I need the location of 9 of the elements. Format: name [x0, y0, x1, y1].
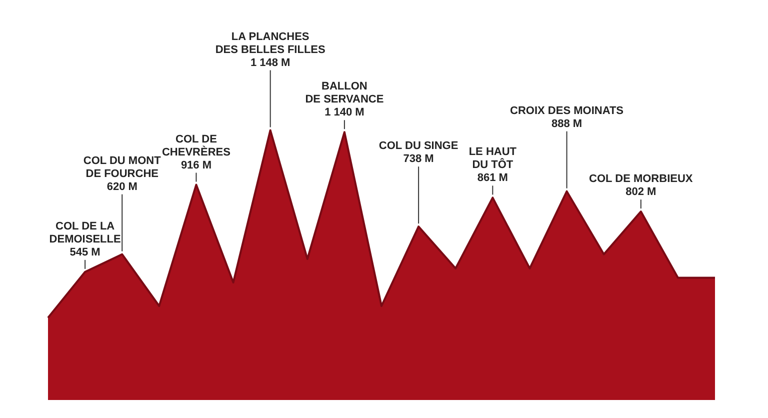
data-label: COL DE LA DEMOISELLE 545 M: [49, 220, 121, 258]
data-label: COL DU MONT DE FOURCHE 620 M: [83, 154, 162, 193]
data-label: COL DE CHEVRÈRES 916 M: [162, 133, 230, 172]
data-label: BALLON DE SERVANCE 1 140 M: [305, 80, 384, 119]
data-label: COL DE MORBIEUX 802 M: [589, 173, 694, 198]
data-label: CROIX DES MOINATS 888 M: [510, 104, 624, 130]
data-label: LA PLANCHES DES BELLES FILLES 1 148 M: [215, 30, 326, 69]
data-label: COL DU SINGE 738 M: [378, 140, 458, 166]
data-label: LE HAUT DU TÔT 861 M: [468, 146, 517, 184]
